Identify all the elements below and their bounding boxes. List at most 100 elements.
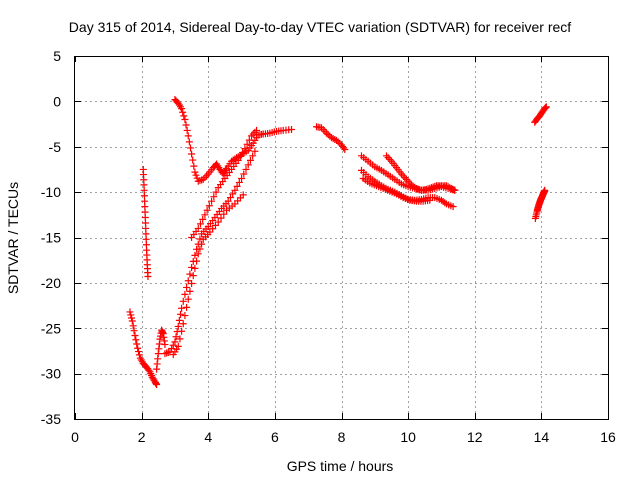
data-point bbox=[181, 312, 189, 320]
data-point bbox=[126, 308, 134, 316]
data-point bbox=[178, 327, 186, 335]
data-point bbox=[130, 327, 138, 335]
data-point bbox=[175, 316, 183, 324]
data-point bbox=[194, 224, 202, 232]
data-point bbox=[134, 344, 142, 352]
data-point bbox=[183, 283, 191, 291]
data-point bbox=[203, 206, 211, 214]
data-point bbox=[253, 126, 261, 134]
data-point bbox=[163, 349, 171, 357]
series-arc-6 bbox=[171, 96, 296, 185]
data-point bbox=[198, 240, 206, 248]
y-axis-label: SDTVAR / TECUs bbox=[5, 182, 21, 294]
data-point bbox=[450, 186, 458, 194]
data-point bbox=[191, 251, 199, 259]
data-point bbox=[183, 303, 191, 311]
data-point bbox=[412, 184, 420, 192]
data-point bbox=[431, 182, 439, 190]
data-point bbox=[196, 220, 204, 228]
data-point bbox=[190, 162, 198, 170]
data-point bbox=[245, 136, 253, 144]
data-point bbox=[184, 132, 192, 140]
x-tick-label: 8 bbox=[338, 429, 346, 445]
x-tick-label: 16 bbox=[600, 429, 616, 445]
data-point bbox=[429, 183, 437, 191]
data-point bbox=[236, 152, 244, 160]
data-point bbox=[129, 322, 137, 330]
data-point bbox=[191, 264, 199, 272]
data-point bbox=[451, 186, 459, 194]
data-point bbox=[210, 193, 218, 201]
data-point bbox=[334, 138, 342, 146]
y-tick-label: -35 bbox=[41, 411, 61, 427]
x-tick-labels: 0 2 4 6 8 10 12 14 16 bbox=[71, 429, 616, 445]
data-point bbox=[241, 145, 249, 153]
data-point bbox=[249, 152, 257, 160]
series-arc-3 bbox=[153, 326, 169, 373]
data-point bbox=[231, 186, 239, 194]
y-tick-label: -10 bbox=[41, 184, 61, 200]
data-point bbox=[340, 144, 348, 152]
series-arc-1 bbox=[126, 308, 161, 389]
data-point bbox=[172, 333, 180, 341]
data-point bbox=[131, 332, 139, 340]
chart-title: Day 315 of 2014, Sidereal Day-to-day VTE… bbox=[69, 19, 571, 35]
data-point bbox=[193, 257, 201, 265]
data-point bbox=[238, 175, 246, 183]
data-point bbox=[233, 182, 241, 190]
data-point bbox=[246, 156, 254, 164]
data-point bbox=[208, 197, 216, 205]
y-tick-label: -20 bbox=[41, 275, 61, 291]
data-point bbox=[199, 215, 207, 223]
data-point bbox=[242, 165, 250, 173]
x-tick-label: 4 bbox=[204, 429, 212, 445]
data-point bbox=[144, 273, 152, 281]
data-point bbox=[341, 145, 349, 153]
data-point bbox=[234, 156, 242, 164]
data-point bbox=[226, 194, 234, 202]
data-point bbox=[244, 161, 252, 169]
data-point bbox=[239, 191, 247, 199]
data-point bbox=[288, 126, 296, 134]
data-point bbox=[168, 345, 176, 353]
data-point bbox=[186, 287, 194, 295]
data-point bbox=[426, 184, 434, 192]
data-point bbox=[164, 348, 172, 356]
data-point bbox=[189, 272, 197, 280]
data-point bbox=[196, 177, 204, 185]
data-point bbox=[128, 317, 136, 325]
data-point bbox=[235, 178, 243, 186]
series-arc-7 bbox=[188, 126, 261, 241]
data-point bbox=[212, 188, 220, 196]
data-point bbox=[194, 177, 202, 185]
data-point bbox=[541, 187, 549, 195]
data-point bbox=[176, 335, 184, 343]
data-point bbox=[181, 290, 189, 298]
data-point bbox=[128, 314, 136, 322]
data-point bbox=[196, 245, 204, 253]
data-point bbox=[323, 129, 331, 137]
series-arc-12 bbox=[382, 152, 459, 194]
data-point bbox=[174, 322, 182, 330]
data-point bbox=[189, 156, 197, 164]
x-tick-label: 2 bbox=[138, 429, 146, 445]
data-point bbox=[171, 338, 179, 346]
data-point bbox=[224, 197, 232, 205]
data-point bbox=[205, 202, 213, 210]
data-point bbox=[181, 116, 189, 124]
data-point bbox=[243, 140, 251, 148]
x-tick-label: 0 bbox=[71, 429, 79, 445]
data-point bbox=[184, 295, 192, 303]
series-arc-11 bbox=[359, 175, 434, 205]
data-point bbox=[183, 126, 191, 134]
y-tick-label: -25 bbox=[41, 320, 61, 336]
data-point bbox=[449, 203, 457, 211]
data-point bbox=[174, 342, 182, 350]
data-point bbox=[135, 351, 143, 359]
data-point bbox=[324, 131, 332, 139]
data-point bbox=[542, 103, 550, 111]
data-point bbox=[191, 168, 199, 176]
data-point bbox=[186, 144, 194, 152]
y-tick-label: -5 bbox=[49, 139, 62, 155]
data-point bbox=[201, 211, 209, 219]
